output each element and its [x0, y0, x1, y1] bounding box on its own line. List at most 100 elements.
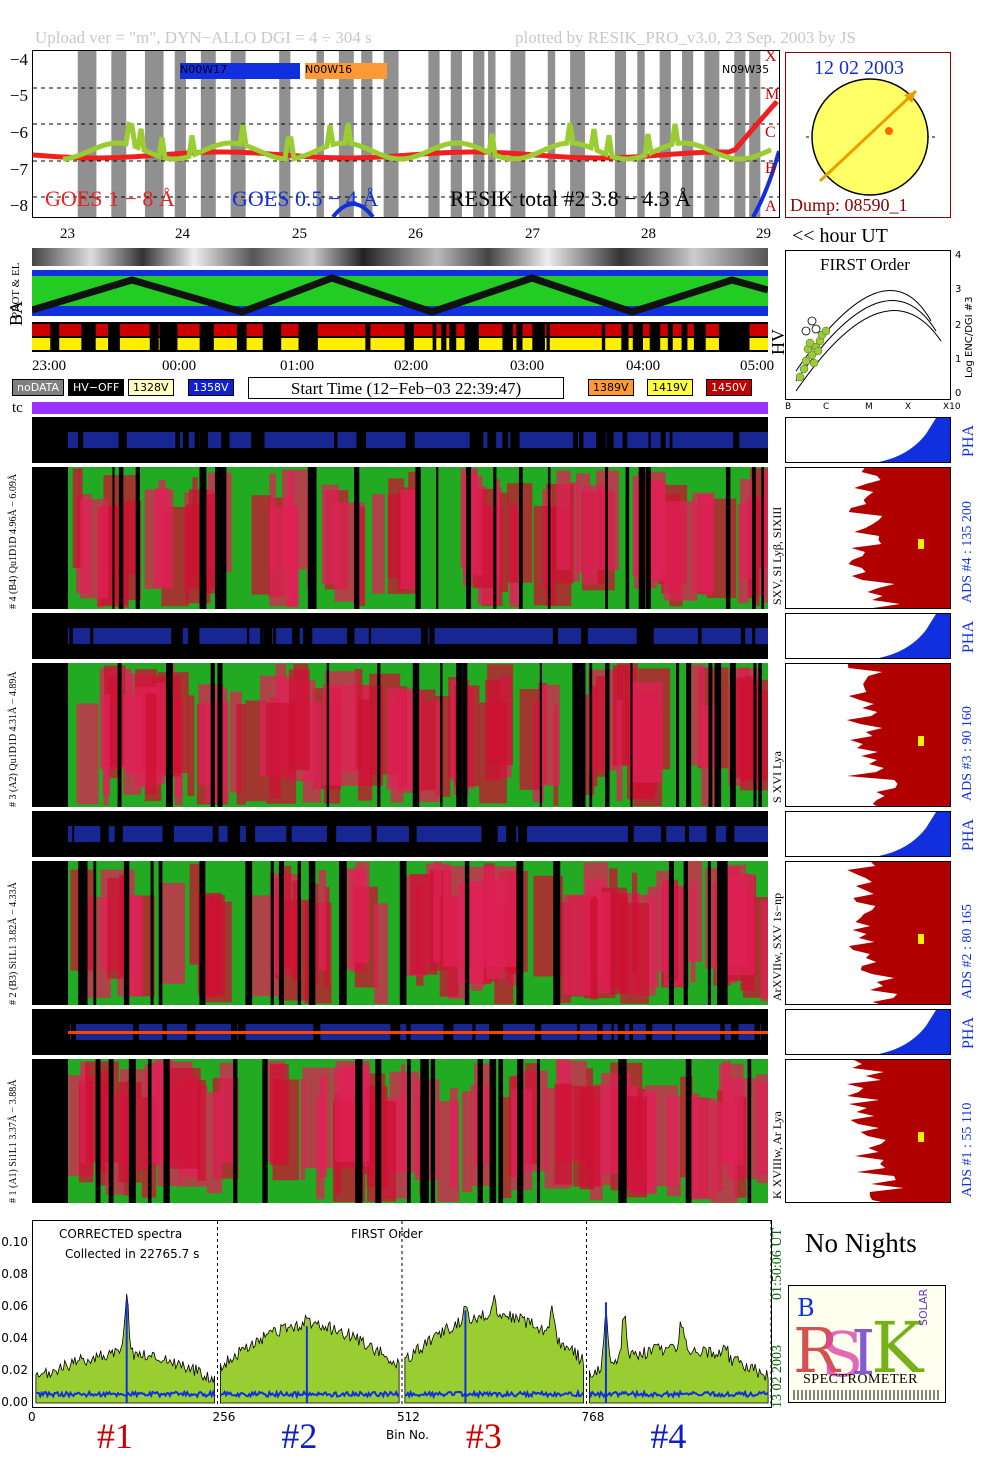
map-gap	[714, 663, 722, 807]
map-gap	[430, 1059, 436, 1203]
map-hot	[189, 863, 200, 965]
pha-gap	[199, 417, 209, 463]
map-gap	[683, 861, 688, 1005]
goes-class-axis: X M C B A	[765, 48, 783, 218]
map-hot	[627, 1096, 648, 1198]
pha-gap	[346, 613, 355, 659]
map-gap	[93, 861, 97, 1005]
map-hot	[162, 882, 186, 984]
hv-off-gap	[265, 322, 277, 352]
first-order-x-ticks: B C M X X10	[785, 402, 965, 414]
goes-short-label: GOES 0.5 − 4 Å	[232, 186, 379, 211]
map-hot	[374, 903, 388, 1004]
ba-strip	[32, 324, 768, 336]
map-hot	[230, 691, 242, 793]
pha-gap	[72, 811, 75, 857]
map-gap	[118, 467, 124, 609]
ads-label: ADS #2 : 80 165	[960, 904, 975, 999]
gray-band	[570, 51, 586, 217]
pha-gap	[41, 1009, 50, 1055]
goes-y-tick: −6	[9, 123, 28, 142]
map-hot	[737, 503, 749, 604]
pha-gap	[740, 613, 746, 659]
map-gap	[210, 663, 215, 807]
map-hot	[187, 695, 195, 797]
map-hot	[205, 701, 229, 803]
map-gap	[466, 467, 472, 609]
ads-histogram	[785, 663, 951, 807]
fo-y-tick: 1	[955, 354, 962, 365]
bottom-spectrum-panel: CORRECTED spectra Collected in 22765.7 s…	[32, 1220, 772, 1408]
gray-band	[614, 51, 627, 217]
gray-band	[428, 51, 440, 217]
hour-axis: 23:00 00:00 01:00 02:00 03:00 04:00 05:0…	[32, 358, 792, 378]
map-gap	[297, 861, 301, 1005]
pha-tag: PHA	[960, 620, 977, 653]
map-gap	[638, 467, 646, 609]
pha-gap	[697, 613, 702, 659]
spectral-map-plot	[68, 663, 768, 807]
ads-histogram-plot	[846, 664, 950, 806]
map-hot	[494, 478, 501, 579]
map-hot	[185, 503, 211, 604]
pha-strip-plot	[39, 613, 768, 659]
map-hot	[700, 495, 713, 596]
legend-1328v: 1328V	[128, 379, 174, 396]
pha-gap	[194, 417, 200, 463]
map-hot	[145, 693, 157, 795]
dump-label: Dump: 08590_1	[790, 195, 908, 215]
svg-text:R: R	[793, 1314, 842, 1386]
pha-gap	[581, 613, 588, 659]
gray-band	[111, 51, 127, 217]
map-hot	[519, 689, 542, 790]
pha-gap	[430, 613, 435, 659]
gray-band	[510, 51, 526, 217]
hv-off-gap	[621, 322, 629, 352]
gray-band	[383, 51, 399, 217]
legend-hv-off: HV−OFF	[68, 379, 125, 396]
map-hot	[616, 700, 623, 801]
legend-1450v: 1450V	[706, 379, 752, 396]
ads-marker	[918, 934, 924, 944]
gray-band	[450, 51, 462, 217]
hv-off-gap	[236, 322, 247, 352]
pha-histogram-area	[878, 812, 950, 856]
gray-band	[734, 51, 746, 217]
map-gap	[456, 663, 463, 807]
hv-off-gap	[365, 322, 371, 352]
map-gap	[668, 861, 674, 1005]
ads-histogram-area	[846, 664, 950, 806]
map-gap	[725, 467, 731, 609]
map-hot	[357, 699, 373, 801]
map-gap	[377, 663, 381, 807]
hv-off-gap	[516, 322, 523, 352]
pha-gap	[231, 811, 241, 857]
map-hot	[197, 1079, 206, 1181]
map-gap	[262, 1059, 268, 1203]
day-axis: 23 24 25 26 27 28 29	[32, 226, 780, 246]
spectrum-segment	[588, 1314, 769, 1404]
map-gap	[356, 1059, 363, 1203]
map-gap	[217, 663, 223, 807]
map-gap	[78, 861, 85, 1005]
hv-strip	[32, 338, 768, 350]
map-gap	[199, 467, 207, 609]
gray-band	[200, 51, 216, 217]
pha-gap	[506, 811, 517, 857]
goes-short-curve	[331, 150, 779, 217]
map-gap	[464, 861, 470, 1005]
hv-off-gap	[667, 322, 673, 352]
map-hot	[663, 501, 698, 601]
pha-gap	[118, 417, 127, 463]
pha-gap	[408, 811, 417, 857]
gray-band	[174, 51, 186, 217]
map-gap	[355, 1059, 360, 1203]
day-tick: 27	[525, 226, 540, 242]
ads-label: ADS #3 : 90 160	[960, 706, 975, 801]
map-hot	[400, 489, 415, 589]
fo-y-tick: 4	[955, 250, 962, 261]
ads-histogram	[785, 1059, 951, 1203]
map-hot	[554, 1083, 573, 1185]
gray-band	[144, 51, 164, 217]
map-hot	[236, 703, 246, 805]
